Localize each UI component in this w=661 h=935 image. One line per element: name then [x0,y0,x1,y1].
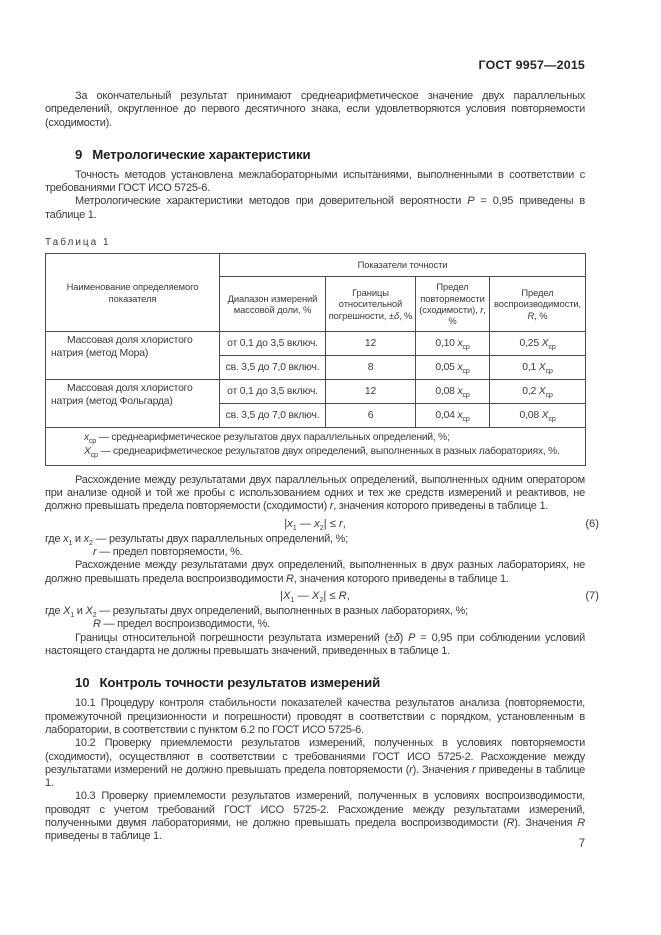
cell-reproducibility: 0,1 Xср [489,355,586,381]
cell-error: 12 [325,379,416,405]
formula-6-where-1: где x1 и x2 — результаты двух параллельн… [45,532,349,547]
header-indicator-name: Наименование определяемого показателя [45,253,220,333]
cell-repeatability: 0,05 xср [415,355,490,381]
footnote-X-avg: Xср — среднеарифметическое результатов д… [84,445,560,459]
cell-range: от 0,1 до 3,5 включ. [219,379,326,405]
cell-range: от 0,1 до 3,5 включ. [219,331,326,357]
table-footnote-cell: xср — среднеарифметическое результатов д… [45,427,586,466]
paragraph-reproducibility: Расхождение между результатами двух опре… [45,559,585,585]
table-1: Наименование определяемого показателя По… [45,253,586,466]
table-row: св. 3,5 до 7,0 включ. 8 0,05 xср 0,1 Xср [46,355,586,381]
intro-paragraph: За окончательный результат принимают сре… [45,90,585,129]
cell-range: св. 3,5 до 7,0 включ. [219,403,326,429]
section-9-paragraph-2: Метрологические характеристики методов п… [45,195,586,221]
cell-repeatability: 0,10 xср [415,331,490,357]
table-row: Массовая доля хлористого натрия (метод Ф… [45,379,586,429]
page-number: 7 [578,838,585,850]
cell-reproducibility: 0,25 Xср [489,331,586,357]
section-9-title: Метрологические характеристики [92,146,311,162]
cell-indicator-mohr: Массовая доля хлористого натрия (метод М… [45,331,220,381]
section-9-paragraph-1: Точность методов установлена межлаборато… [45,168,585,195]
header-reproducibility-limit: Предел воспроизводимости, R, % [489,276,586,333]
formula-6-where-2: r — предел повторяемости, %. [93,545,243,558]
header-error-limits: Границы относительной погрешности, ±δ, % [325,276,416,333]
cell-error: 6 [325,403,416,429]
table-header-row-2: Диапазон измерений массовой доли, % Гран… [46,276,586,333]
table-footnote-row: xср — среднеарифметическое результатов д… [45,427,586,466]
formula-6-number: (6) [585,517,599,530]
header-accuracy-group: Показатели точности [219,253,586,278]
header-measurement-range: Диапазон измерений массовой доли, % [219,276,326,333]
paragraph-repeatability: Расхождение между результатами двух пара… [45,473,585,513]
section-10-number: 10 [75,675,90,691]
header-repeatability-limit: Предел повторяемости (сходимости), r, % [415,276,490,333]
formula-6-expression: |x1 — x2| ≤ r, [284,517,346,532]
cell-error: 8 [325,355,416,381]
doc-number: ГОСТ 9957—2015 [478,58,585,72]
formula-6: |x1 — x2| ≤ r, (6) [45,517,599,532]
cell-reproducibility: 0,08 Xср [489,403,586,429]
paragraph-10-1: 10.1 Процедуру контроля стабильности пок… [45,697,585,736]
table-1-label: Таблица 1 [45,237,111,249]
cell-indicator-volhard: Массовая доля хлористого натрия (метод Ф… [45,379,220,429]
cell-error: 12 [325,331,416,357]
paragraph-10-3: 10.3 Проверку приемлемости результатов и… [45,790,585,843]
formula-7-number: (7) [585,589,599,602]
cell-repeatability: 0,04 xср [415,403,490,429]
section-9-number: 9 [75,146,83,162]
section-9-heading: 9 Метрологические характеристики [45,147,585,162]
section-10-title: Контроль точности результатов измерений [99,675,381,691]
cell-range: св. 3,5 до 7,0 включ. [219,355,326,381]
cell-reproducibility: 0,2 Xср [489,379,586,405]
formula-7-expression: |X1 — X2| ≤ R, [280,589,350,605]
paragraph-10-2: 10.2 Проверку приемлемости результатов и… [45,737,586,790]
paragraph-error-limits: Границы относительной погрешности резуль… [45,631,585,658]
table-row: св. 3,5 до 7,0 включ. 6 0,04 xср 0,08 Xс… [46,403,586,429]
formula-7-where-1: где X1 и X2 — результаты двух определени… [45,604,468,620]
page-content: ГОСТ 9957—2015 За окончательный результа… [45,58,599,844]
formula-7-where-2: R — предел воспроизводимости, %. [93,618,270,631]
formula-7: |X1 — X2| ≤ R, (7) [45,589,599,605]
section-10-heading: 10 Контроль точности результатов измерени… [45,675,585,690]
footnote-x-avg: xср — среднеарифметическое результатов д… [84,432,450,446]
table-row: Массовая доля хлористого натрия (метод М… [45,331,586,381]
table-header-row-1: Наименование определяемого показателя По… [45,253,586,333]
cell-repeatability: 0,08 xср [415,379,490,405]
